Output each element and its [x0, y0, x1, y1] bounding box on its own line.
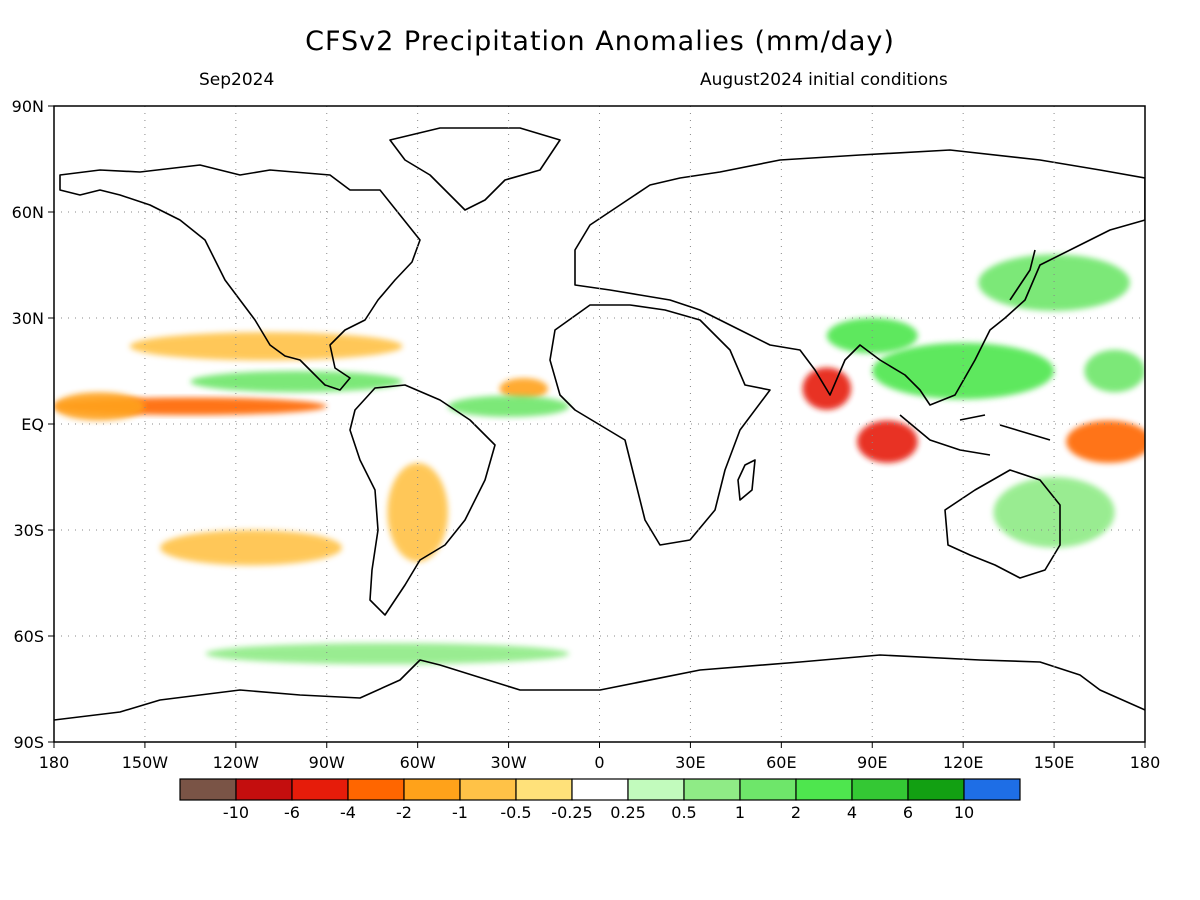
colorbar-swatch [963, 778, 1021, 801]
coastline-madagascar [737, 459, 756, 501]
colorbar-label: 10 [954, 803, 974, 822]
coastlines [54, 127, 1145, 721]
colorbar-swatch [627, 778, 685, 801]
colorbar-label: 4 [847, 803, 857, 822]
coastline-australia [944, 469, 1061, 579]
longitude-tick-label: 180 [1130, 753, 1161, 772]
coastline-africa [549, 304, 771, 546]
coastline-north-america [59, 164, 421, 391]
map-title: CFSv2 Precipitation Anomalies (mm/day) [305, 26, 895, 57]
longitude-tick-label: 150E [1034, 753, 1075, 772]
anomaly-region [1066, 420, 1145, 463]
coastline-eurasia [574, 149, 1145, 406]
colorbar-label: -4 [340, 803, 356, 822]
colorbar-swatch [683, 778, 741, 801]
colorbar-label: 0.5 [671, 803, 696, 822]
anomaly-region [190, 371, 403, 393]
longitude-tick-label: 90E [857, 753, 887, 772]
latitude-tick-label: 30N [12, 309, 44, 328]
colorbar-swatch [795, 778, 853, 801]
latitude-tick-label: 60S [13, 627, 44, 646]
initial-conditions-label: August2024 initial conditions [700, 70, 948, 90]
anomaly-region [978, 254, 1130, 311]
colorbar-swatch [291, 778, 349, 801]
colorbar-swatch [571, 778, 629, 801]
anomaly-region [205, 643, 570, 665]
colorbar-swatch [179, 778, 237, 801]
colorbar-label: -1 [452, 803, 468, 822]
colorbar-swatch [347, 778, 405, 801]
longitude-tick-label: 60W [400, 753, 436, 772]
colorbar-swatch [515, 778, 573, 801]
anomaly-region [857, 420, 918, 463]
latitude-tick-label: 60N [12, 203, 44, 222]
longitude-tick-label: 120W [213, 753, 260, 772]
longitude-tick-label: 30W [490, 753, 526, 772]
latitude-tick-label: 90S [13, 733, 44, 752]
colorbar: -10 -6 -4 -2 -1 -0.5 -0.25 0.25 0.5 1 2 4 6 10 [179, 778, 1021, 822]
colorbar-swatch [459, 778, 517, 801]
longitude-tick-label: 150W [122, 753, 169, 772]
longitude-tick-label: 180 [39, 753, 70, 772]
colorbar-swatch [851, 778, 909, 801]
anomaly-region [129, 332, 403, 361]
colorbar-label: -0.5 [500, 803, 531, 822]
colorbar-label: 1 [735, 803, 745, 822]
forecast-month-label: Sep2024 [199, 70, 275, 90]
anomaly-region [447, 395, 570, 417]
anomaly-region [160, 530, 342, 566]
axis-ticks: 180 150W 120W 90W 60W 30W 0 30E 60E 90E 120E 150E 18… [12, 97, 1161, 772]
colorbar-label: -0.25 [551, 803, 592, 822]
colorbar-label: 2 [791, 803, 801, 822]
colorbar-label: -2 [396, 803, 412, 822]
longitude-tick-label: 30E [675, 753, 705, 772]
anomaly-region [499, 378, 548, 400]
coastline-japan [1009, 249, 1036, 301]
anomaly-region [826, 318, 918, 354]
colorbar-label: 0.25 [610, 803, 646, 822]
colorbar-swatch [907, 778, 965, 801]
latitude-tick-label: 30S [13, 521, 44, 540]
colorbar-label: 6 [903, 803, 913, 822]
coastline-maritime-continent [899, 414, 1051, 456]
anomaly-region [1084, 349, 1145, 393]
colorbar-label: -6 [284, 803, 300, 822]
coastline-greenland [389, 127, 561, 211]
colorbar-swatch [403, 778, 461, 801]
anomaly-region [54, 392, 145, 421]
graticule [54, 106, 1145, 742]
longitude-tick-label: 90W [309, 753, 345, 772]
coastline-south-america [349, 384, 496, 616]
colorbar-swatch [235, 778, 293, 801]
latitude-tick-label: EQ [21, 415, 44, 434]
longitude-tick-label: 60E [766, 753, 796, 772]
longitude-tick-label: 120E [943, 753, 984, 772]
anomaly-region [872, 342, 1055, 400]
latitude-tick-label: 90N [12, 97, 44, 116]
coastline-antarctica [54, 654, 1145, 721]
colorbar-label: -10 [223, 803, 249, 822]
longitude-tick-label: 0 [594, 753, 604, 772]
colorbar-swatch [739, 778, 797, 801]
anomaly-field [54, 254, 1145, 665]
